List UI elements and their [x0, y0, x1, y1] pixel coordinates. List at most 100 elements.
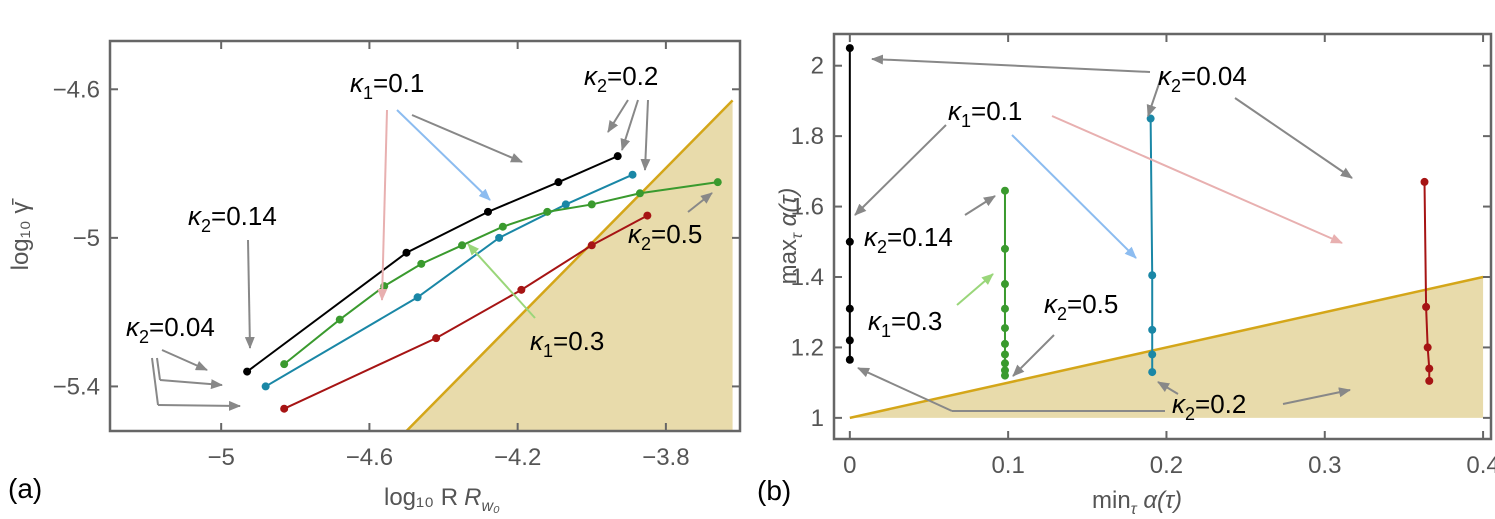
panel-b-series — [845, 44, 1434, 385]
arrow-b-k2-02-black — [857, 367, 953, 412]
data-point-black-3 — [554, 178, 563, 187]
x-tick-label: −3.8 — [642, 444, 689, 471]
data-point-green-3 — [417, 259, 426, 268]
data-point-teal-2 — [1148, 325, 1157, 334]
data-point-red-0 — [280, 404, 289, 413]
panel-a-label: (a) — [8, 473, 42, 504]
x-tick-label: −4.6 — [346, 444, 393, 471]
data-point-green-8 — [635, 189, 644, 198]
y-tick-label: −5.4 — [53, 373, 100, 400]
arrow-b-k2-05 — [1012, 334, 1055, 377]
annotation-a-k2-004: κ2=0.04 — [126, 312, 215, 347]
data-point-black-0 — [243, 367, 252, 376]
data-point-red-3 — [1425, 364, 1434, 373]
arrow-b-k1-01-black — [854, 124, 947, 216]
data-point-green-4 — [458, 241, 467, 250]
data-point-green-0 — [280, 360, 289, 369]
panel-b-label: (b) — [757, 475, 791, 506]
arrow-a-k1-03 — [467, 243, 536, 319]
panel-a-ticks: −5 −4.6 −4.2 −3.8 −5.4 −5 −4.6 — [53, 41, 740, 471]
data-point-black-0 — [845, 44, 854, 53]
data-point-teal-3 — [561, 200, 570, 209]
series-line-green — [283, 181, 718, 365]
panel-a-xlabel-sub: w₀ — [481, 498, 500, 515]
annotation-a-k2-05: κ2=0.5 — [628, 219, 702, 254]
arrow-b-k2-004-black — [871, 54, 1151, 73]
series-line-teal — [1149, 118, 1154, 373]
data-point-black-1 — [402, 248, 411, 257]
data-point-red-1 — [1422, 302, 1431, 311]
y-tick-label: −5 — [73, 225, 100, 252]
panel-a-region-boundary — [405, 99, 734, 432]
data-point-black-4 — [845, 355, 854, 364]
data-point-green-3 — [1000, 304, 1009, 313]
y-tick-label: 1.8 — [791, 123, 824, 150]
data-point-green-4 — [1000, 324, 1009, 333]
arrow-b-k2-004-teal — [1146, 71, 1164, 117]
data-point-green-6 — [1000, 350, 1009, 359]
panel-a-series — [243, 152, 722, 413]
panel-b-xlabel: minτ α(τ) — [1092, 487, 1182, 518]
annotation-a-k1-03: κ1=0.3 — [530, 326, 604, 361]
data-point-black-2 — [845, 304, 854, 313]
data-point-teal-1 — [413, 293, 422, 302]
annotation-b-k2-004: κ2=0.04 — [1158, 61, 1247, 96]
arrow-a-k2-05 — [687, 192, 713, 213]
data-point-red-1 — [432, 334, 441, 343]
annotation-b-k2-05: κ2=0.5 — [1044, 289, 1118, 324]
panel-a-arrows — [151, 99, 713, 411]
data-point-green-7 — [1000, 359, 1009, 368]
data-point-red-3 — [587, 241, 596, 250]
y-tick-label: 1.2 — [791, 334, 824, 361]
annotation-a-k2-014: κ2=0.14 — [188, 201, 277, 236]
data-point-green-1 — [1000, 244, 1009, 253]
arrow-a-k1-01-black — [411, 114, 523, 163]
x-tick-label: 0.2 — [1150, 452, 1183, 479]
y-tick-label: 1.4 — [791, 264, 824, 291]
data-point-red-2 — [517, 285, 526, 294]
arrow-a-k2-02-black — [607, 99, 629, 133]
data-point-green-1 — [335, 315, 344, 324]
data-point-red-4 — [1425, 376, 1434, 385]
data-point-green-6 — [543, 207, 552, 216]
arrow-a-k2-02-red — [640, 99, 651, 171]
x-tick-label: −5 — [207, 444, 234, 471]
y-tick-label: 1 — [811, 405, 824, 432]
data-point-teal-4 — [628, 170, 637, 179]
annotation-b-k1-01: κ1=0.1 — [948, 96, 1022, 131]
data-point-teal-2 — [495, 233, 504, 242]
data-point-green-5 — [1000, 339, 1009, 348]
annotation-a-k1-01: κ1=0.1 — [350, 68, 424, 103]
arrow-b-k2-014 — [964, 195, 996, 216]
arrow-a-k2-004-teal — [159, 379, 223, 390]
data-point-green-5 — [498, 222, 507, 231]
data-point-red-4 — [643, 211, 652, 220]
arrow-b-k1-01-red — [1051, 115, 1343, 244]
arrow-b-k1-01-teal — [1011, 134, 1137, 259]
x-tick-label: 0.3 — [1308, 452, 1341, 479]
annotation-b-k2-02: κ2=0.2 — [1172, 389, 1246, 424]
panel-a: −5 −4.6 −4.2 −3.8 −5.4 −5 −4.6 log₁₀ R Rw₀ log₁… — [7, 39, 742, 515]
arrow-a-k2-014 — [244, 239, 255, 349]
panel-b-frame — [832, 32, 1493, 441]
panel-a-xlabel: log₁₀ R Rw₀ — [384, 484, 500, 515]
x-tick-label: 0.1 — [991, 452, 1024, 479]
data-point-black-3 — [845, 336, 854, 345]
arrow-a-k2-004-red-seg — [151, 357, 159, 406]
x-tick-label: 0.4 — [1466, 452, 1495, 479]
y-tick-label: 2 — [811, 53, 824, 80]
data-point-green-7 — [587, 200, 596, 209]
data-point-teal-3 — [1148, 350, 1157, 359]
panel-a-frame — [108, 39, 742, 433]
y-tick-label: 1.6 — [791, 194, 824, 221]
arrow-a-k2-004-red — [157, 400, 241, 411]
panel-b-region-boundary — [849, 275, 1484, 420]
data-point-green-9 — [713, 178, 722, 187]
data-point-red-2 — [1423, 343, 1432, 352]
data-point-black-4 — [613, 152, 622, 161]
data-point-teal-1 — [1148, 271, 1157, 280]
arrow-b-k2-02-red — [1282, 387, 1351, 405]
annotation-b-k1-03: κ1=0.3 — [868, 306, 942, 341]
panel-b-ticks: 0 0.1 0.2 0.3 0.4 1 1.2 1.4 1.6 1.8 2 — [791, 34, 1495, 479]
